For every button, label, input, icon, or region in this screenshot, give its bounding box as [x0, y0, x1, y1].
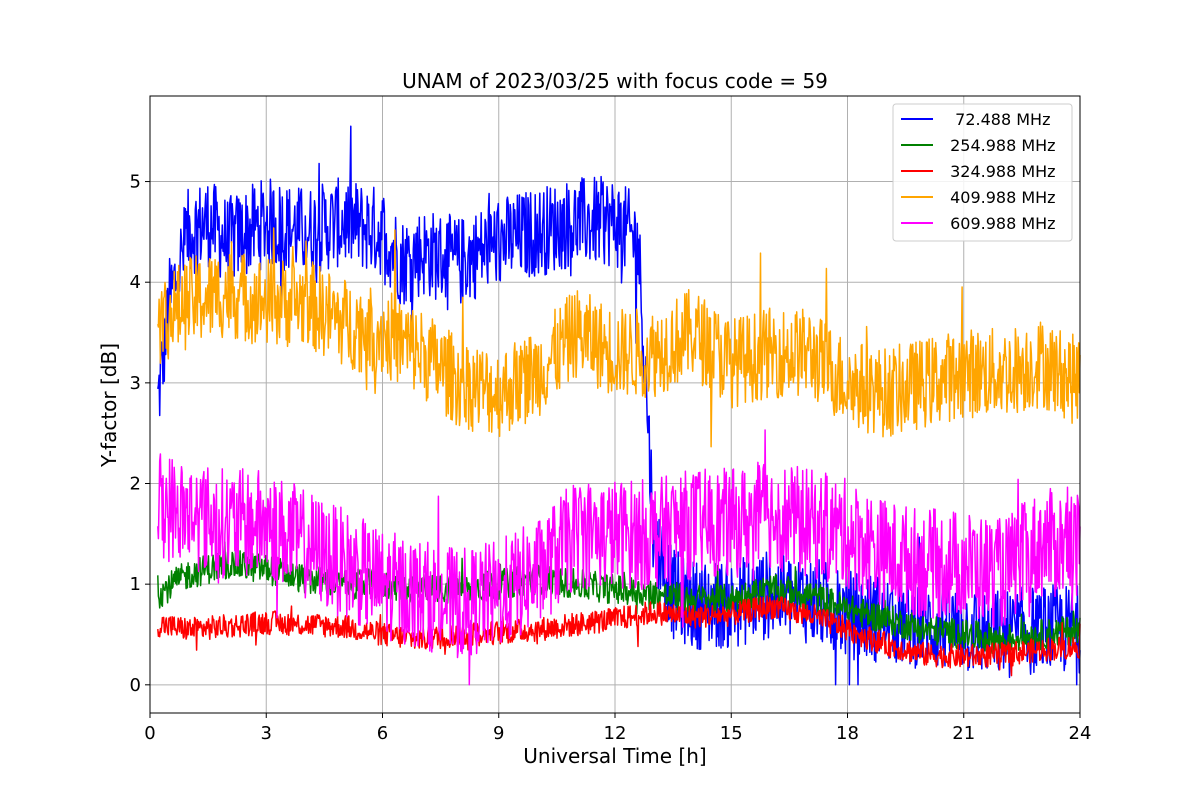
y-tick-label: 2: [130, 474, 141, 495]
y-tick-label: 0: [130, 675, 141, 696]
y-tick-label: 4: [130, 272, 141, 293]
legend-entry-label: 409.988 MHz: [945, 188, 1056, 207]
x-tick-label: 0: [144, 723, 155, 744]
chart-title: UNAM of 2023/03/25 with focus code = 59: [402, 69, 828, 93]
x-tick-label: 15: [720, 723, 743, 744]
x-tick-label: 3: [261, 723, 272, 744]
x-tick-label: 12: [604, 723, 627, 744]
legend-entry-label: 72.488 MHz: [945, 110, 1050, 129]
x-tick-label: 21: [952, 723, 975, 744]
series-line-3: [157, 227, 1081, 448]
x-axis-label: Universal Time [h]: [523, 744, 706, 768]
y-axis-label: Y-factor [dB]: [97, 343, 121, 468]
plot-series: [157, 125, 1081, 686]
legend-entry-label: 324.988 MHz: [945, 162, 1056, 181]
legend-entry-label: 254.988 MHz: [945, 136, 1056, 155]
legend-box: [892, 103, 1073, 242]
legend-entry-label: 609.988 MHz: [945, 214, 1056, 233]
y-tick-label: 5: [130, 172, 141, 193]
y-tick-label: 1: [130, 574, 141, 595]
x-tick-label: 6: [377, 723, 388, 744]
x-tick-label: 24: [1069, 723, 1092, 744]
series-line-0: [157, 125, 1081, 686]
series-line-4: [157, 429, 1081, 686]
legend: 72.488 MHz 254.988 MHz 324.988 MHz 409.9…: [892, 103, 1073, 242]
series-line-2: [157, 595, 1081, 677]
x-tick-label: 9: [493, 723, 504, 744]
x-tick-label: 18: [836, 723, 859, 744]
y-tick-label: 3: [130, 373, 141, 394]
